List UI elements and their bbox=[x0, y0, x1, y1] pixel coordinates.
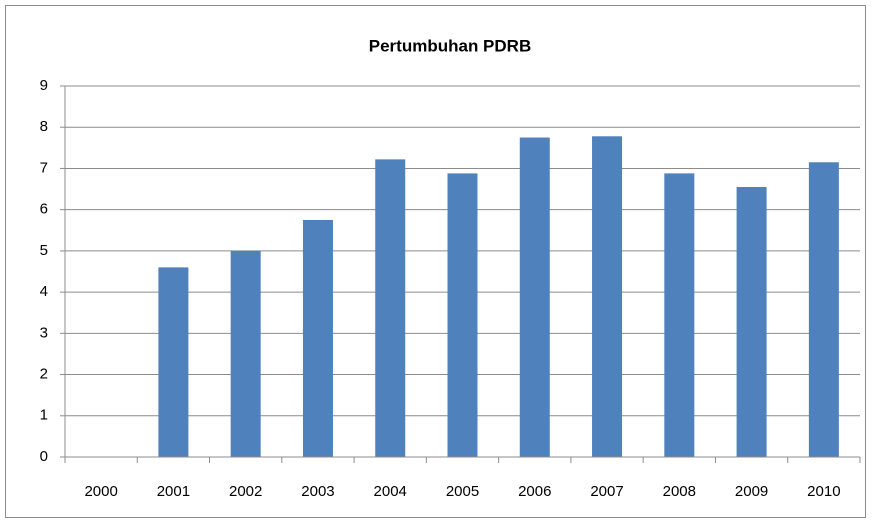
bar bbox=[592, 136, 623, 457]
bar bbox=[447, 173, 478, 457]
bar bbox=[230, 250, 261, 457]
x-tick-label: 2007 bbox=[590, 483, 623, 500]
bar bbox=[158, 267, 189, 457]
y-tick-label: 4 bbox=[40, 283, 48, 300]
x-tick-label: 2001 bbox=[157, 483, 190, 500]
x-tick-label: 2010 bbox=[807, 483, 840, 500]
x-tick-label: 2003 bbox=[301, 483, 334, 500]
x-tick-label: 2004 bbox=[374, 483, 407, 500]
chart-frame bbox=[5, 5, 866, 518]
bar bbox=[302, 219, 333, 457]
x-tick-label: 2008 bbox=[663, 483, 696, 500]
bar bbox=[736, 186, 767, 457]
y-tick-label: 6 bbox=[40, 201, 48, 218]
y-tick-label: 3 bbox=[40, 324, 48, 341]
bar bbox=[375, 159, 406, 457]
bar bbox=[664, 173, 695, 457]
y-tick-label: 8 bbox=[40, 118, 48, 135]
x-tick-label: 2006 bbox=[518, 483, 551, 500]
x-tick-label: 2009 bbox=[735, 483, 768, 500]
x-tick-label: 2000 bbox=[84, 483, 117, 500]
bar bbox=[519, 137, 550, 457]
x-tick-label: 2005 bbox=[446, 483, 479, 500]
x-tick-label: 2002 bbox=[229, 483, 262, 500]
y-tick-label: 5 bbox=[40, 242, 48, 259]
y-tick-label: 2 bbox=[40, 366, 48, 383]
y-tick-label: 0 bbox=[40, 448, 48, 465]
chart-title: Pertumbuhan PDRB bbox=[369, 36, 531, 55]
y-tick-label: 9 bbox=[40, 77, 48, 94]
y-tick-label: 1 bbox=[40, 407, 48, 424]
bar bbox=[808, 162, 839, 457]
y-tick-label: 7 bbox=[40, 159, 48, 176]
